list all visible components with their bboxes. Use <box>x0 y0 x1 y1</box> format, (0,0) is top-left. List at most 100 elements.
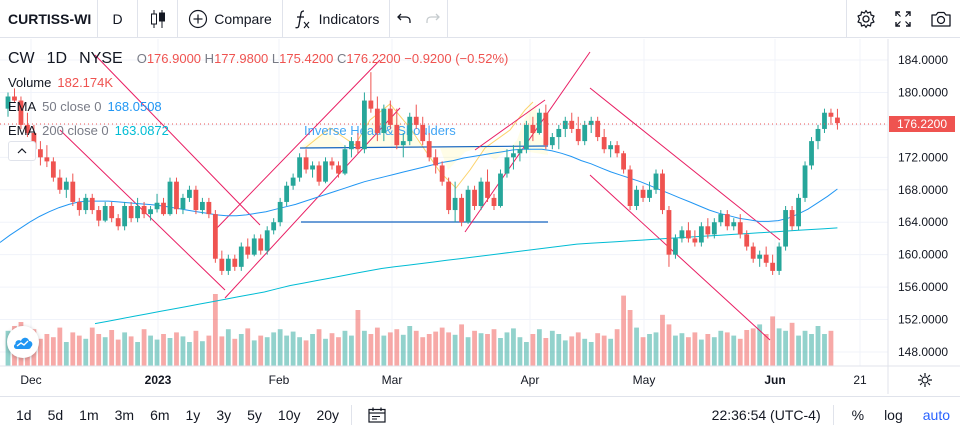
candle <box>711 218 717 239</box>
time-tick-label: 2023 <box>145 373 172 387</box>
volume-bar <box>128 336 134 366</box>
legend-ticker[interactable]: CW <box>8 50 35 67</box>
chart-type-button[interactable] <box>138 0 178 38</box>
price-chart[interactable]: Inverse Head & Shoulders 184.0000 180.000… <box>0 39 960 394</box>
candle <box>698 222 704 247</box>
volume-bar <box>731 335 737 366</box>
fullscreen-button[interactable] <box>884 0 922 38</box>
range-5d[interactable]: 5d <box>47 407 64 423</box>
indicators-label: Indicators <box>318 10 380 27</box>
candle <box>161 197 166 216</box>
candle <box>504 149 510 178</box>
percent-toggle[interactable]: % <box>851 407 865 423</box>
change-value: −0.9200 (−0.52%) <box>404 51 509 66</box>
candle <box>102 201 108 223</box>
price-axis[interactable]: 184.0000180.0000176.0000172.0000168.0000… <box>898 53 948 359</box>
volume-bar <box>776 328 782 366</box>
candle <box>342 145 348 176</box>
volume-label: Volume <box>8 75 52 90</box>
candle <box>815 124 821 150</box>
range-1y[interactable]: 1y <box>185 407 201 423</box>
time-tick-label: Apr <box>521 373 540 387</box>
legend-ema200-row[interactable]: EMA 200 close 0 163.0872 <box>8 119 508 143</box>
volume-bar <box>271 332 277 366</box>
auto-toggle[interactable]: auto <box>922 407 950 423</box>
undo-button[interactable] <box>390 0 418 38</box>
legend-volume-row[interactable]: Volume 182.174K <box>8 71 508 95</box>
volume-bar <box>200 341 205 366</box>
range-20y[interactable]: 20y <box>316 407 340 423</box>
candle <box>258 234 264 255</box>
candle <box>193 185 199 215</box>
range-10y[interactable]: 10y <box>277 407 301 423</box>
volume-bar <box>809 334 814 366</box>
axis-settings-button[interactable] <box>918 373 932 387</box>
interval-button[interactable]: D <box>98 0 138 38</box>
range-3m[interactable]: 3m <box>114 407 135 423</box>
candle <box>724 210 730 231</box>
fullscreen-icon <box>895 10 911 27</box>
current-price-tag: 176.2200 <box>889 116 955 132</box>
candle <box>25 112 30 138</box>
settings-button[interactable] <box>846 0 884 38</box>
redo-button[interactable] <box>418 0 448 38</box>
camera-icon <box>931 11 951 27</box>
volume-bar <box>640 337 646 366</box>
candle <box>426 133 432 162</box>
candle <box>368 72 374 113</box>
candle <box>135 197 140 223</box>
range-5y[interactable]: 5y <box>247 407 262 423</box>
volume-bar <box>530 334 536 366</box>
candle <box>835 108 840 130</box>
candle <box>439 161 445 186</box>
volume-bar <box>148 335 153 366</box>
indicators-button[interactable]: Indicators <box>283 0 390 38</box>
candle <box>316 161 322 186</box>
range-6m[interactable]: 6m <box>150 407 170 423</box>
candle <box>744 230 750 251</box>
candle <box>251 234 257 257</box>
candle <box>109 201 115 223</box>
screenshot-button[interactable] <box>922 0 960 38</box>
volume-bar <box>536 329 542 366</box>
log-toggle[interactable]: log <box>884 407 903 423</box>
date-range-button[interactable] <box>362 407 392 423</box>
candle <box>271 218 277 235</box>
tradingview-logo[interactable] <box>7 326 39 358</box>
candle <box>653 169 659 194</box>
volume-bar <box>446 332 452 366</box>
candle <box>705 218 711 239</box>
volume-bar <box>232 338 238 366</box>
legend-collapse-button[interactable] <box>8 141 36 161</box>
volume-bar <box>122 332 128 366</box>
compare-button[interactable]: Compare <box>178 0 283 38</box>
candle <box>718 210 724 227</box>
candle <box>524 120 529 154</box>
legend-interval: 1D <box>46 50 68 67</box>
clock[interactable]: 22:36:54 (UTC-4) <box>712 405 834 425</box>
volume-bar <box>627 310 633 366</box>
ema200-line <box>94 227 838 325</box>
candle <box>63 177 69 198</box>
range-1m[interactable]: 1m <box>79 407 99 423</box>
legend-ema50-row[interactable]: EMA 50 close 0 168.0508 <box>8 95 508 119</box>
bottom-separator <box>351 405 353 425</box>
candle <box>647 181 652 202</box>
candle <box>290 173 296 190</box>
symbol-search-button[interactable]: CURTISS-WI <box>0 0 98 38</box>
candle <box>12 88 17 103</box>
volume-bar <box>245 328 251 366</box>
volume-bars <box>5 294 834 366</box>
range-3y[interactable]: 3y <box>216 407 232 423</box>
price-tick-label: 180.0000 <box>898 85 948 99</box>
channel-line-4b <box>589 174 771 341</box>
time-axis[interactable]: Dec 2023 Feb Mar Apr May Jun 21 <box>20 373 867 387</box>
volume-bar <box>770 316 776 366</box>
volume-bar <box>154 339 160 366</box>
volume-bar <box>822 334 827 366</box>
candle <box>446 177 452 215</box>
channel-line-4a <box>589 87 781 241</box>
candle <box>478 177 484 211</box>
range-1d[interactable]: 1d <box>16 407 32 423</box>
volume-bar <box>362 330 367 366</box>
